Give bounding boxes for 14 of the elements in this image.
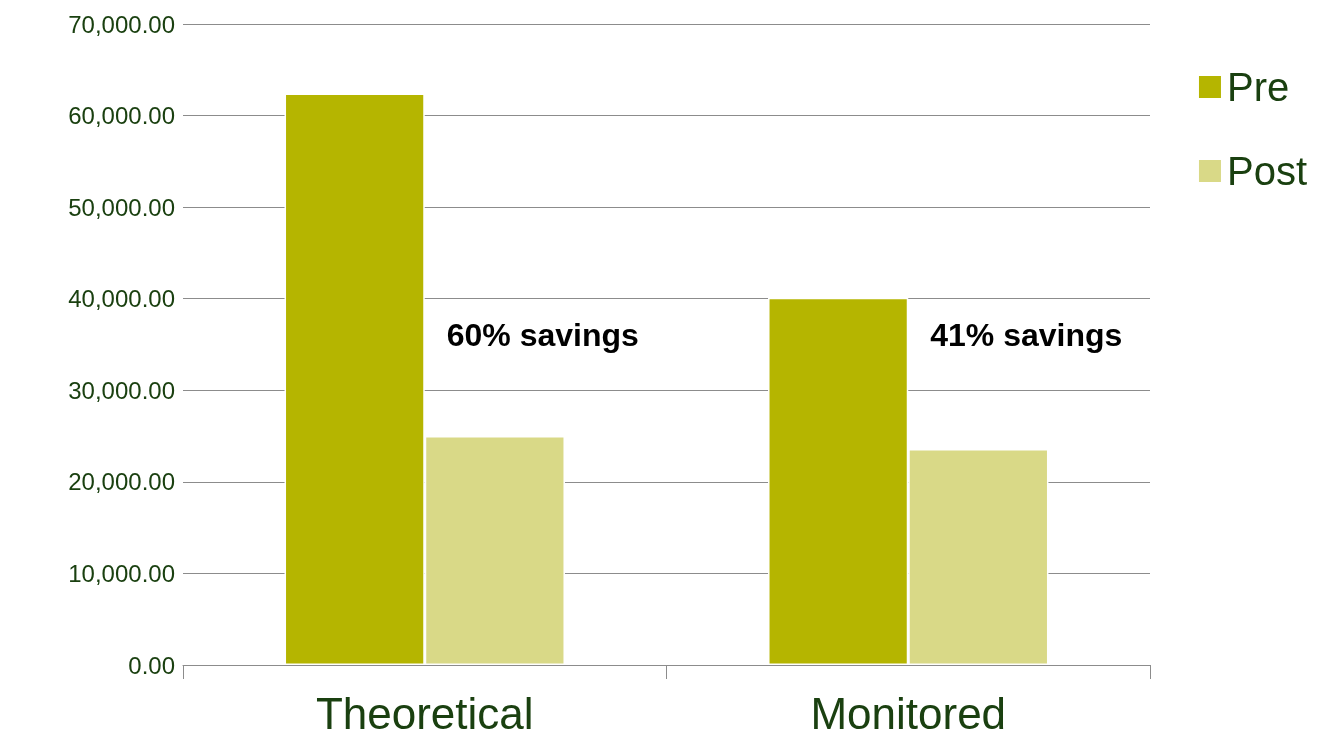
- y-tick-label: 60,000.00: [68, 102, 175, 130]
- y-tick-label: 40,000.00: [68, 285, 175, 313]
- y-tick-label: 70,000.00: [68, 10, 175, 38]
- annotation: 41% savings: [930, 317, 1123, 354]
- y-tick-label: 10,000.00: [68, 559, 175, 587]
- x-tick-label: Theoretical: [315, 688, 534, 738]
- legend-label: Pre: [1226, 65, 1290, 109]
- y-tick-label: 0.00: [128, 651, 175, 679]
- annotation: 60% savings: [446, 317, 639, 354]
- y-tick-label: 30,000.00: [68, 376, 175, 404]
- legend-label: Post: [1226, 149, 1308, 193]
- y-tick-label: 50,000.00: [68, 193, 175, 221]
- y-tick-label: 20,000.00: [68, 468, 175, 496]
- x-tick-label: Monitored: [810, 688, 1007, 738]
